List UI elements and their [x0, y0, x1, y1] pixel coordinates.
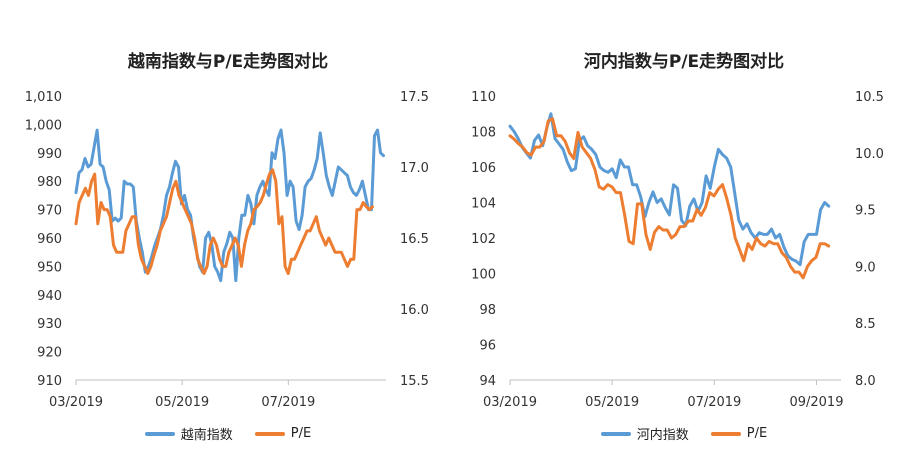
vn-y-right-tick: 17.5 [400, 90, 429, 105]
vn-legend-index-swatch [144, 431, 175, 436]
vn-y-right-tick: 16.5 [400, 232, 429, 247]
hn-index-series-line [508, 112, 831, 267]
hn-x-tick: 07/2019 [687, 395, 741, 410]
vn-y-right-tick: 17.0 [400, 161, 429, 176]
hn-y-left-tick: 98 [479, 303, 496, 318]
hn-y-right-tick: 9.5 [855, 204, 876, 219]
hn-y-left-tick: 108 [471, 126, 496, 141]
vn-y-right-tick: 15.5 [400, 374, 429, 389]
hn-y-left-tick: 104 [471, 197, 496, 212]
vn-y-left-tick: 1,000 [25, 118, 62, 133]
hn-chart-svg: 94 96 98 100 102 104 106 108 110 8.0 8.5 9.0 9.5 10.0… [471, 90, 884, 410]
hn-y-right-tick: 8.0 [855, 374, 876, 389]
vn-index-chart: 910 920 930 940 950 960 970 980 990 1,000 1,010 15.… [0, 52, 456, 443]
vn-chart-svg: 910 920 930 940 950 960 970 980 990 1,000 1,010 15.… [25, 90, 429, 410]
hn-y-right-tick: 10.0 [855, 147, 884, 162]
hn-y-left-tick: 106 [471, 161, 496, 176]
hn-y-left-tick: 110 [471, 90, 496, 105]
vn-y-left-tick: 1,010 [25, 90, 62, 105]
hn-y-right-tick: 9.0 [855, 260, 876, 275]
vn-x-tick: 07/2019 [261, 395, 315, 410]
vn-pe-series-line [74, 168, 374, 275]
vn-y-left-tick: 970 [37, 204, 62, 219]
vn-legend-index-label: 越南指数 [180, 428, 233, 443]
hn-y-left-tick: 94 [479, 374, 496, 389]
vn-y-left-tick: 910 [37, 374, 62, 389]
hn-y-left-tick: 102 [471, 232, 496, 247]
vn-index-series-line [74, 128, 385, 283]
hn-y-right-tick: 8.5 [855, 317, 876, 332]
hn-legend-index: 河内指数 [600, 424, 689, 443]
vn-y-left-tick: 960 [37, 232, 62, 247]
hn-y-left-tick: 100 [471, 268, 496, 283]
vn-legend-pe-swatch [254, 431, 285, 436]
hn-legend-index-label: 河内指数 [636, 428, 689, 443]
hn-pe-series-line [508, 117, 831, 280]
hn-y-right-tick: 10.5 [855, 90, 884, 105]
hn-legend-pe-label: P/E [746, 426, 768, 441]
vn-x-tick: 03/2019 [49, 395, 103, 410]
hn-legend-pe: P/E [710, 426, 768, 441]
vn-legend-pe: P/E [254, 426, 312, 441]
hn-legend-pe-swatch [710, 431, 741, 436]
vn-y-left-tick: 980 [37, 175, 62, 190]
hn-y-left-tick: 96 [479, 339, 496, 354]
hn-x-tick: 09/2019 [789, 395, 843, 410]
vn-legend: 越南指数 P/E [0, 424, 456, 443]
vn-y-right-tick: 16.0 [400, 303, 429, 318]
vn-y-left-tick: 990 [37, 147, 62, 162]
hn-index-chart: 94 96 98 100 102 104 106 108 110 8.0 8.5 9.0 9.5 10.0… [456, 0, 912, 460]
hn-x-tick: 05/2019 [585, 395, 639, 410]
vn-y-left-tick: 950 [37, 260, 62, 275]
vn-y-left-tick: 920 [37, 346, 62, 361]
vn-x-tick: 05/2019 [155, 395, 209, 410]
hn-legend-index-swatch [600, 431, 631, 436]
vn-legend-index: 越南指数 [144, 424, 233, 443]
vn-y-left-tick: 940 [37, 289, 62, 304]
hn-x-tick: 03/2019 [483, 395, 537, 410]
vn-legend-pe-label: P/E [290, 426, 312, 441]
vn-y-left-tick: 930 [37, 317, 62, 332]
vn-chart-title: 越南指数与P/E走势图对比 [127, 52, 329, 72]
hn-legend: 河内指数 P/E [456, 424, 912, 443]
hn-chart-title: 河内指数与P/E走势图对比 [583, 52, 785, 72]
